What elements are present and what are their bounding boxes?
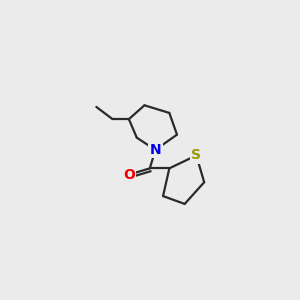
Text: O: O: [123, 168, 135, 182]
Text: S: S: [191, 148, 201, 162]
Text: N: N: [150, 143, 161, 157]
